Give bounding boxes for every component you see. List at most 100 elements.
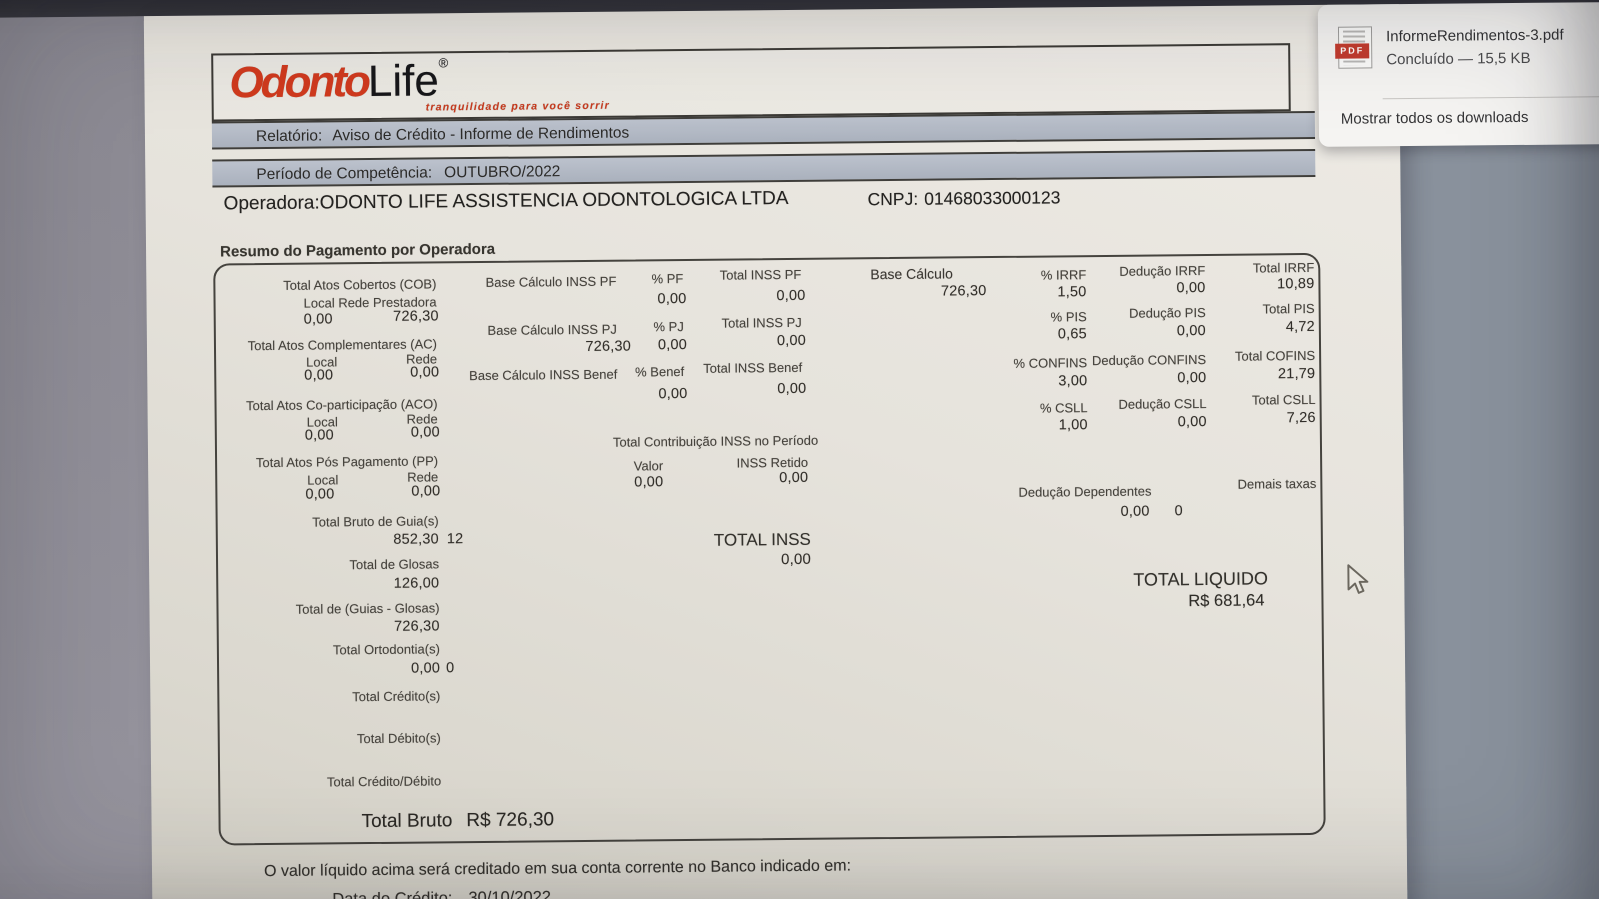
value-pct-irrf: 1,50	[1057, 284, 1087, 301]
value-ac-rede: 0,00	[410, 364, 440, 381]
value-total-inss-benef: 0,00	[777, 380, 807, 398]
label-total-guias-menos-glosas: Total de (Guias - Glosas)	[295, 600, 440, 617]
total-bruto-line: Total Bruto R$ 726,30	[361, 809, 554, 833]
value-total-ortodontia: 0,00	[410, 660, 441, 677]
label-base-calculo: Base Cálculo	[870, 265, 953, 283]
label-total-csll: Total CSLL	[1251, 391, 1316, 408]
label-total-ortodontia: Total Ortodontia(s)	[332, 641, 440, 658]
label-base-calculo-inss-benef: Base Cálculo INSS Benef	[469, 366, 618, 384]
label-total-pis: Total PIS	[1262, 300, 1315, 317]
divider	[1382, 95, 1599, 100]
logo-box: OdontoLife® tranquilidade para você sorr…	[211, 43, 1291, 122]
credit-date-label: Data do Crédito:	[332, 889, 453, 899]
value-pct-csll: 1,00	[1058, 417, 1088, 434]
label-total-irrf: Total IRRF	[1252, 259, 1315, 276]
viewer-background-right	[1377, 136, 1599, 899]
viewer-background-left	[0, 16, 153, 899]
value-pp-local: 0,00	[305, 486, 335, 503]
pdf-page: OdontoLife® tranquilidade para você sorr…	[143, 4, 1408, 899]
value-pct-confins: 3,00	[1058, 373, 1088, 390]
periodo-label: Período de Competência:	[256, 164, 433, 184]
value-base-calculo: 726,30	[940, 283, 987, 300]
periodo-value: OUTUBRO/2022	[444, 163, 561, 182]
label-pct-irrf: % IRRF	[1040, 267, 1087, 283]
value-total-guias-menos-glosas: 726,30	[394, 618, 440, 635]
label-total-cofins: Total COFINS	[1234, 347, 1316, 364]
value-total-ortodontia-qtd: 0	[446, 660, 455, 677]
operadora-line: Operadora:ODONTO LIFE ASSISTENCIA ODONTO…	[224, 188, 789, 215]
download-item[interactable]: PDF InformeRendimentos-3.pdf Concluído —…	[1318, 2, 1599, 89]
pdf-icon-lines-bottom	[1343, 60, 1366, 66]
label-total-liquido: TOTAL LIQUIDO	[1133, 568, 1269, 590]
value-total-bruto-guias-qtd: 12	[446, 531, 464, 548]
total-bruto-value: R$ 726,30	[466, 809, 555, 832]
value-inss-retido: 0,00	[779, 469, 809, 487]
label-total-debitos: Total Débito(s)	[356, 730, 441, 747]
label-inss-retido: INSS Retido	[736, 454, 809, 471]
label-total-inss-pf: Total INSS PF	[719, 266, 802, 283]
label-total-atos-cobertos: Total Atos Cobertos (COB)	[283, 276, 437, 293]
value-total-pis: 4,72	[1285, 318, 1315, 336]
label-base-calculo-inss-pj: Base Cálculo INSS PJ	[487, 321, 617, 338]
cnpj-line: CNPJ: 01468033000123	[868, 187, 1061, 210]
pdf-file-icon: PDF	[1335, 26, 1373, 69]
value-pct-pis: 0,65	[1057, 326, 1087, 343]
label-deducao-dependentes: Dedução Dependentes	[1018, 483, 1152, 500]
logo-word-life: Life	[367, 56, 440, 107]
cnpj-label: CNPJ:	[867, 188, 919, 210]
label-total-glosas: Total de Glosas	[349, 556, 440, 573]
periodo-bar: Período de Competência: OUTUBRO/2022	[212, 148, 1316, 188]
label-pct-confins: % CONFINS	[1013, 355, 1088, 371]
mouse-cursor	[1347, 564, 1369, 594]
value-total-inss-pf: 0,00	[776, 287, 806, 305]
label-total-credito-debito: Total Crédito/Débito	[326, 773, 442, 790]
label-total-inss-benef: Total INSS Benef	[703, 359, 803, 376]
label-total-contribuicao-inss: Total Contribuição INSS no Período	[612, 432, 819, 450]
odontolife-logo: OdontoLife®	[229, 55, 448, 108]
label-demais-taxas: Demais taxas	[1237, 475, 1317, 492]
value-total-irrf: 10,89	[1277, 275, 1315, 293]
downloads-popup: PDF InformeRendimentos-3.pdf Concluído —…	[1317, 1, 1599, 147]
download-filename: InformeRendimentos-3.pdf	[1385, 26, 1564, 46]
credit-date-value: 30/10/2022	[468, 888, 552, 899]
logo-word-odonto: Odonto	[229, 57, 369, 108]
logo-registered-mark: ®	[438, 55, 449, 71]
label-pct-csll: % CSLL	[1039, 400, 1088, 416]
operadora-value: ODONTO LIFE ASSISTENCIA ODONTOLOGICA LTD…	[319, 188, 789, 214]
value-total-bruto-guias: 852,30	[393, 531, 439, 548]
operadora-label: Operadora:	[223, 192, 320, 215]
credit-date-line: Data do Crédito: 30/10/2022	[332, 888, 551, 899]
value-total-cofins: 21,79	[1277, 365, 1316, 383]
value-aco-local: 0,00	[304, 427, 334, 444]
value-total-liquido: R$ 681,64	[1188, 591, 1265, 611]
value-aco-rede: 0,00	[410, 424, 440, 441]
label-total-bruto-guias: Total Bruto de Guia(s)	[312, 513, 439, 530]
show-all-downloads-link[interactable]: Mostrar todos os downloads	[1340, 108, 1529, 128]
label-valor: Valor	[633, 458, 664, 474]
cnpj-value: 01468033000123	[924, 187, 1061, 209]
value-deducao-dependentes-qtd: 0	[1174, 503, 1183, 520]
value-deducao-dependentes: 0,00	[1120, 503, 1150, 520]
value-ac-local: 0,00	[304, 367, 334, 384]
subheader-pp-local: Local	[307, 472, 339, 488]
label-total-creditos: Total Crédito(s)	[352, 688, 441, 705]
value-total-glosas: 126,00	[393, 575, 440, 592]
value-total-inss: 0,00	[780, 550, 812, 569]
value-total-csll: 7,26	[1286, 409, 1316, 427]
relatorio-label: Relatório:	[255, 127, 323, 146]
value-cob-rede: 726,30	[393, 308, 439, 325]
label-total-inss: TOTAL INSS	[713, 529, 811, 550]
credit-note: O valor líquido acima será creditado em …	[263, 857, 852, 881]
relatorio-value: Aviso de Crédito - Informe de Rendimento…	[332, 124, 630, 145]
value-valor: 0,00	[634, 474, 664, 491]
label-total-atos-pos-pagamento: Total Atos Pós Pagamento (PP)	[255, 453, 439, 471]
label-base-calculo-inss-pf: Base Cálculo INSS PF	[485, 273, 617, 290]
value-cob-local: 0,00	[303, 311, 333, 328]
label-total-inss-pj: Total INSS PJ	[721, 314, 802, 331]
pdf-badge: PDF	[1335, 43, 1370, 59]
value-pp-rede: 0,00	[411, 483, 441, 500]
download-status: Concluído — 15,5 KB	[1386, 49, 1531, 69]
total-bruto-label: Total Bruto	[361, 810, 453, 833]
